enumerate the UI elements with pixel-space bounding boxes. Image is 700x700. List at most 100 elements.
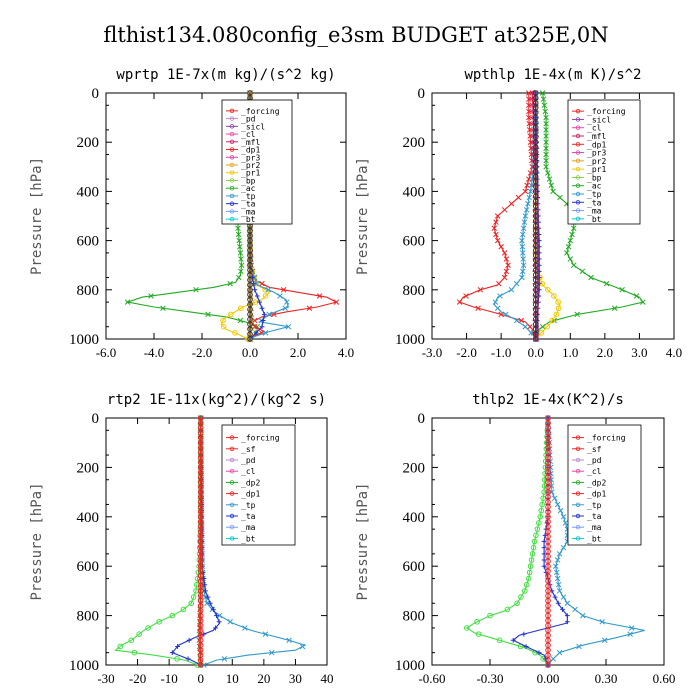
y-tick-label: 0 [92,86,100,102]
legend-entry: _bp [241,176,256,185]
data-point [557,507,564,514]
data-point [557,194,563,201]
data-point [522,323,529,330]
data-point [576,643,582,650]
y-tick-label: 1000 [69,332,99,348]
y-tick-label: 800 [77,609,100,625]
y-tick-label: 0 [418,86,426,102]
legend-marker [229,147,235,152]
data-point [268,649,275,656]
legend-entry: _ta [241,200,256,209]
data-point [280,287,287,293]
data-point [197,662,204,668]
legend-entry: _dp1 [587,490,606,499]
x-tick-label: 1.0 [562,345,578,360]
y-tick-label: 200 [403,135,426,151]
data-point [136,631,142,637]
data-point [519,243,526,250]
data-point [528,557,535,563]
data-point [530,544,537,551]
data-point [543,139,549,145]
legend-entry: _mfl [241,138,260,147]
data-point [487,612,493,619]
data-point [513,317,520,324]
data-point [521,219,528,225]
data-point [252,287,258,293]
x-tick-label: -0.60 [418,671,445,686]
plot-frame [431,92,675,340]
data-point [553,569,560,576]
y-tick-label: 400 [403,184,426,200]
x-tick-label: -30 [97,671,114,686]
data-point [299,643,306,650]
data-point [527,188,534,195]
data-point [232,330,238,336]
data-point [531,538,538,545]
data-point [207,600,213,606]
legend-marker [229,139,235,144]
legend-entry: _forcing [587,434,626,443]
data-point [519,250,526,256]
data-point [160,305,166,312]
data-point [542,108,548,115]
legend-marker [229,193,235,199]
data-point [526,96,532,102]
panel-1: wprtp 1E-7x(m kg)/(s^2 kg) Pressure [hPa]… [29,67,354,360]
data-point [504,606,511,613]
data-point [528,330,534,336]
data-point [611,305,618,312]
data-point [238,305,244,312]
data-point [518,594,524,600]
data-point [527,563,534,570]
legend-marker [575,446,581,451]
data-point [551,293,557,299]
data-point [560,607,565,612]
data-point [536,275,542,280]
data-point [526,108,532,115]
legend-entry: _bt [587,534,602,543]
data-point [526,569,533,576]
legend-entry: _cl [241,130,256,139]
x-tick-label: 10 [226,671,239,686]
data-point [543,157,549,164]
data-point [475,631,482,637]
data-point [522,188,529,195]
data-point [475,305,481,312]
data-point [556,588,563,594]
data-point [527,323,533,330]
y-tick-label: 400 [77,510,100,526]
data-point [541,551,547,557]
legend-entry: _bt [241,215,256,224]
data-point [203,588,208,594]
figure-title: flthist134.080config_e3sm BUDGET at325E,… [103,23,608,47]
legend-entry: _ac [587,182,602,191]
data-point [533,532,539,539]
x-tick-label: 0 [197,671,204,686]
data-point [210,607,216,612]
data-point [553,311,560,318]
legend-marker [575,480,581,485]
x-tick-label: -20 [129,671,146,686]
legend-marker [575,191,581,197]
legend-marker [575,469,581,474]
data-point [520,225,527,232]
x-tick-label: -2.0 [456,345,477,360]
legend-marker [229,457,235,463]
data-point [235,225,241,232]
data-point [540,96,547,102]
data-point [536,650,542,656]
legend-marker [229,209,235,214]
data-point [186,637,192,643]
data-point [526,194,532,201]
data-point [520,262,527,268]
data-point [539,90,546,96]
data-point [539,323,546,330]
data-point [534,526,541,532]
legend-box [221,424,296,546]
data-point [531,163,538,171]
x-tick-label: -10 [160,671,177,686]
data-point [522,588,528,594]
data-point [599,619,605,625]
data-point [503,256,510,262]
legend-entry: _pr1 [587,165,606,174]
